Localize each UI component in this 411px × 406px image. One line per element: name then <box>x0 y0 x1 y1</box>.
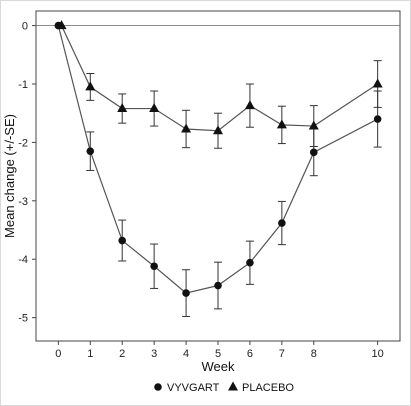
vyvgart-point <box>182 289 190 297</box>
legend-label-vyvgart: VYVGART <box>167 382 220 394</box>
y-tick-label: -5 <box>18 313 28 325</box>
x-tick-label: 4 <box>183 348 189 360</box>
vyvgart-line <box>57 25 378 294</box>
vyvgart-point <box>278 219 286 227</box>
placebo-point <box>117 103 128 113</box>
y-tick-label: -3 <box>18 196 28 208</box>
vyvgart-point <box>214 281 222 290</box>
x-tick-label: 6 <box>247 348 253 360</box>
legend-marker-vyvgart <box>154 383 162 391</box>
y-axis-title: Mean change (+/-SE) <box>2 114 17 238</box>
legend-marker-placebo <box>228 381 238 391</box>
x-tick-label: 3 <box>151 348 157 360</box>
x-tick-label: 10 <box>372 348 384 360</box>
x-tick-label: 2 <box>119 348 125 360</box>
vyvgart-point <box>118 236 127 245</box>
vyvgart-point <box>246 258 254 267</box>
placebo-point <box>213 125 223 135</box>
placebo-point <box>308 120 319 130</box>
placebo-point <box>181 123 192 133</box>
y-tick-label: 0 <box>22 21 28 33</box>
vyvgart-point <box>309 148 318 157</box>
x-tick-label: 8 <box>311 348 317 360</box>
placebo-point <box>372 78 383 88</box>
legend: VYVGART PLACEBO <box>154 381 294 394</box>
vyvgart-point <box>150 262 158 271</box>
placebo-point <box>149 103 160 113</box>
x-tick-label: 1 <box>87 348 93 360</box>
placebo-point <box>244 100 255 110</box>
legend-label-placebo: PLACEBO <box>242 382 294 394</box>
x-tick-label: 7 <box>279 348 285 360</box>
x-axis: 0 1 2 3 4 5 6 7 8 10 <box>55 341 384 360</box>
series-placebo <box>56 20 383 149</box>
series-layer <box>54 20 383 317</box>
y-axis: 0 -1 -2 -3 -4 -5 <box>18 21 36 325</box>
x-tick-label: 5 <box>215 348 221 360</box>
series-vyvgart <box>54 21 382 317</box>
placebo-point <box>276 119 287 129</box>
y-tick-label: -4 <box>18 254 28 266</box>
x-tick-label: 0 <box>55 348 61 360</box>
placebo-point <box>85 81 96 91</box>
vyvgart-point <box>86 147 95 155</box>
y-tick-label: -2 <box>18 137 28 149</box>
vyvgart-point <box>373 115 382 123</box>
placebo-point <box>56 20 67 30</box>
placebo-line <box>61 25 378 132</box>
x-axis-title: Week <box>202 359 235 374</box>
y-tick-label: -1 <box>18 79 28 91</box>
